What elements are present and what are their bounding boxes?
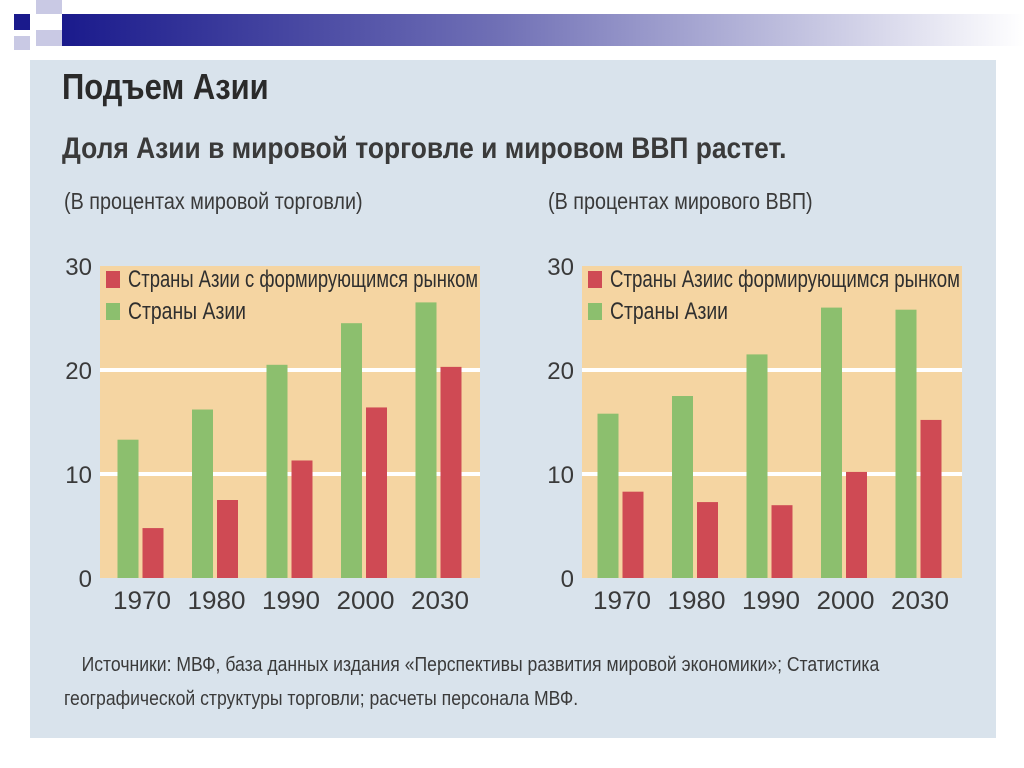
- header-square-light: [14, 36, 30, 50]
- left-y-tick-label: 0: [79, 566, 92, 593]
- left-chart-units-label: (В процентах мировой торговли): [64, 188, 363, 214]
- left-y-tick-label: 10: [65, 462, 92, 489]
- left-bar-asia: [266, 364, 288, 578]
- right-y-tick-label: 20: [547, 358, 574, 385]
- left-x-tick-label: 1970: [113, 587, 171, 615]
- right-x-tick-label: 1990: [742, 587, 800, 615]
- left-x-tick-label: 1980: [188, 587, 246, 615]
- figure-subtitle: Доля Азии в мировой торговле и мировом В…: [62, 132, 787, 165]
- right-bar-emerging: [622, 491, 644, 578]
- left-x-tick-label: 2030: [411, 587, 469, 615]
- left-bar-emerging: [366, 407, 387, 578]
- right-legend-swatch: [588, 271, 602, 288]
- header-square-dark: [14, 14, 30, 30]
- right-bar-asia: [597, 413, 619, 578]
- left-legend-swatch: [106, 303, 120, 320]
- right-y-tick-label: 0: [561, 566, 574, 593]
- left-x-tick-label: 1990: [262, 587, 320, 615]
- source-note-line-2: географической структуры торговли; расче…: [64, 688, 579, 710]
- left-y-tick-label: 20: [65, 358, 92, 385]
- slide-header-bar: [0, 0, 1024, 60]
- right-legend-label: Страны Азии: [610, 298, 728, 325]
- left-bar-asia: [192, 409, 213, 578]
- right-bar-emerging: [771, 505, 793, 578]
- left-x-tick-label: 2000: [337, 587, 395, 615]
- right-legend-swatch: [588, 303, 602, 320]
- right-bar-emerging: [920, 419, 942, 578]
- left-bar-asia: [415, 302, 437, 578]
- right-chart-units-label: (В процентах мирового ВВП): [548, 188, 813, 214]
- left-bar-emerging: [142, 528, 164, 578]
- left-bar-asia: [341, 323, 362, 578]
- right-x-tick-label: 2030: [891, 587, 949, 615]
- left-bar-asia: [117, 439, 139, 578]
- source-note: Источники: МВФ, база данных издания «Пер…: [64, 648, 944, 716]
- header-square-light: [36, 30, 62, 46]
- left-bar-emerging: [217, 500, 238, 578]
- left-y-tick-label: 30: [65, 254, 92, 281]
- right-y-tick-label: 10: [547, 462, 574, 489]
- header-gradient-bar: [62, 14, 1024, 46]
- figure-title: Подъем Азии: [62, 66, 269, 107]
- right-x-tick-label: 2000: [817, 587, 875, 615]
- left-bar-emerging: [440, 366, 462, 578]
- left-legend-swatch: [106, 271, 120, 288]
- right-legend-label: Страны Азиис формирующимся рынком: [610, 266, 960, 293]
- header-square-light: [36, 0, 62, 14]
- right-y-tick-label: 30: [547, 254, 574, 281]
- right-x-tick-label: 1970: [593, 587, 651, 615]
- right-bar-emerging: [846, 471, 867, 578]
- left-legend-label: Страны Азии: [128, 298, 246, 325]
- right-bar-asia: [821, 307, 842, 578]
- right-bar-emerging: [697, 502, 718, 578]
- left-bar-emerging: [291, 460, 313, 578]
- right-bar-asia: [672, 396, 693, 578]
- right-x-tick-label: 1980: [668, 587, 726, 615]
- right-bar-asia: [895, 309, 917, 578]
- left-legend-label: Страны Азии с формирующимся рынком: [128, 266, 478, 293]
- right-bar-asia: [746, 354, 768, 578]
- source-note-line-1: Источники: МВФ, база данных издания «Пер…: [81, 654, 880, 676]
